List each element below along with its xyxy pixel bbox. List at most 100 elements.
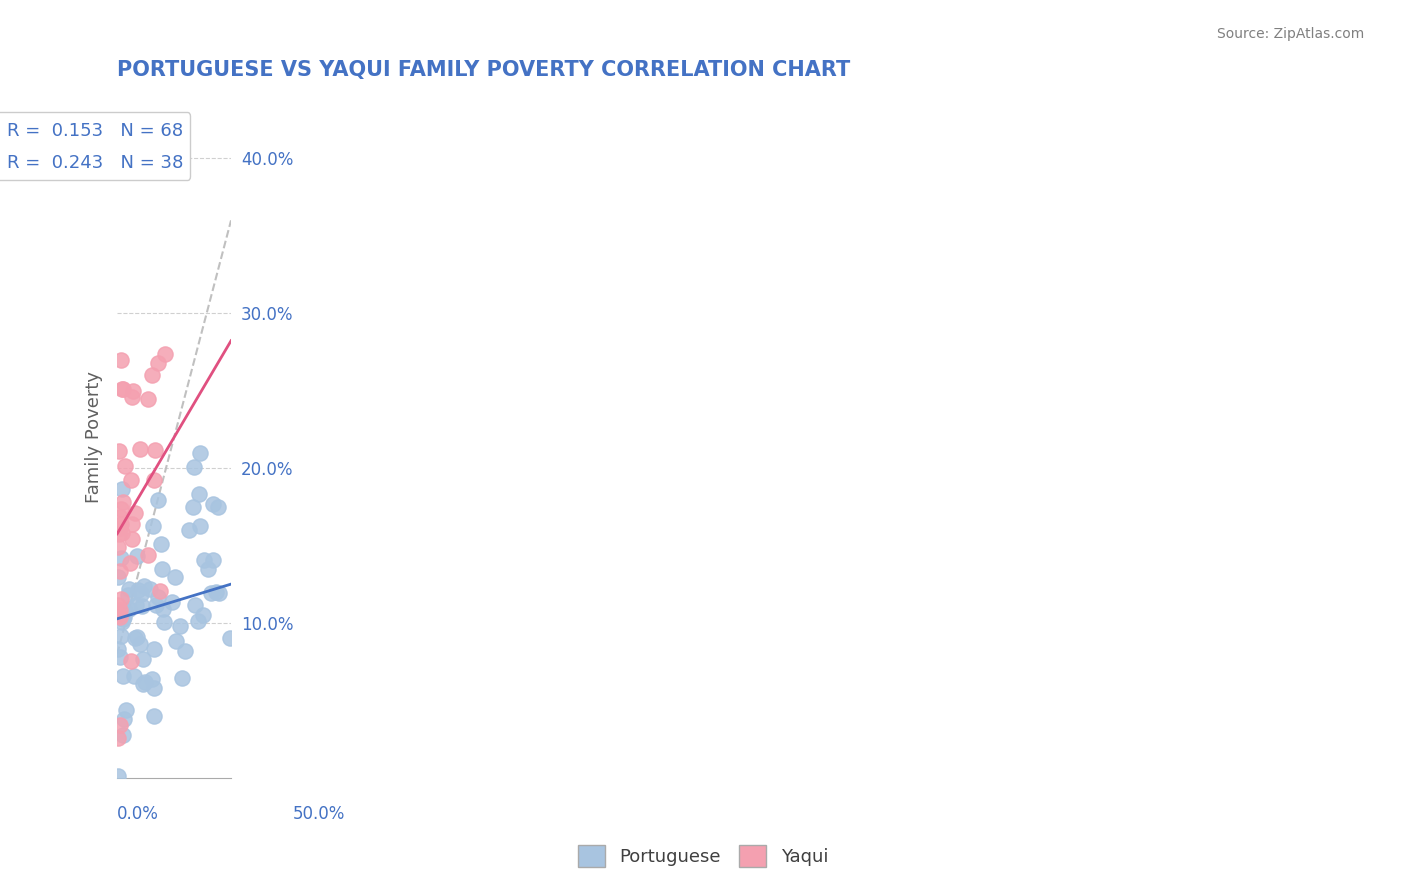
Point: [112, 494, 135, 508]
Point: [132, 579, 155, 593]
Point: [124, 598, 146, 612]
Point: [120, 654, 142, 668]
Point: [111, 615, 134, 629]
Point: [181, 500, 204, 515]
Point: [125, 549, 148, 563]
Point: [121, 390, 143, 404]
Point: [141, 672, 163, 686]
Point: [143, 473, 166, 487]
Point: [165, 570, 187, 584]
Point: [165, 634, 187, 648]
Point: [143, 642, 166, 657]
Text: Source: ZipAtlas.com: Source: ZipAtlas.com: [1216, 27, 1364, 41]
Point: [110, 517, 132, 532]
Point: [107, 642, 129, 657]
Point: [122, 384, 145, 399]
Point: [136, 392, 159, 406]
Point: [149, 584, 172, 599]
Point: [188, 487, 211, 501]
Point: [150, 537, 173, 551]
Point: [204, 585, 226, 599]
Point: [111, 382, 134, 396]
Point: [108, 649, 131, 664]
Point: [107, 608, 129, 623]
Point: [112, 612, 135, 626]
Point: [120, 556, 142, 570]
Point: [112, 712, 135, 726]
Point: [183, 460, 205, 475]
Point: [131, 652, 153, 666]
Point: [152, 602, 174, 616]
Point: [118, 582, 141, 596]
Point: [108, 444, 131, 458]
Point: [142, 681, 165, 695]
Point: [129, 587, 152, 601]
Point: [108, 510, 131, 524]
Point: [107, 598, 129, 612]
Point: [208, 586, 231, 600]
Point: [150, 562, 173, 576]
Point: [148, 356, 170, 370]
Point: [142, 709, 165, 723]
Point: [120, 473, 142, 487]
Point: [131, 677, 153, 691]
Point: [108, 610, 131, 624]
Point: [112, 610, 135, 624]
Point: [193, 553, 215, 567]
Point: [188, 446, 211, 460]
Point: [136, 548, 159, 562]
Point: [129, 637, 152, 651]
Point: [153, 347, 176, 361]
Point: [218, 631, 240, 645]
Point: [107, 769, 129, 783]
Point: [148, 591, 170, 605]
Point: [122, 668, 145, 682]
Point: [108, 718, 131, 732]
Point: [162, 595, 184, 609]
Point: [141, 368, 163, 382]
Point: [110, 501, 132, 516]
Point: [107, 541, 129, 555]
Point: [188, 519, 211, 533]
Point: [110, 353, 132, 368]
Point: [134, 675, 156, 690]
Point: [207, 500, 229, 514]
Point: [111, 669, 134, 683]
Point: [114, 458, 136, 473]
Point: [107, 569, 129, 583]
Point: [114, 604, 136, 618]
Point: [124, 506, 146, 520]
Point: [110, 629, 132, 643]
Point: [121, 516, 143, 531]
Point: [143, 443, 166, 458]
Point: [179, 523, 201, 537]
Point: [169, 618, 191, 632]
Point: [131, 599, 153, 613]
Point: [129, 442, 152, 456]
Point: [125, 630, 148, 644]
Text: PORTUGUESE VS YAQUI FAMILY POVERTY CORRELATION CHART: PORTUGUESE VS YAQUI FAMILY POVERTY CORRE…: [117, 60, 851, 79]
Legend: Portuguese, Yaqui: Portuguese, Yaqui: [571, 838, 835, 874]
Point: [107, 731, 129, 746]
Point: [124, 631, 146, 645]
Point: [121, 533, 143, 547]
Point: [191, 607, 214, 622]
Point: [152, 615, 174, 630]
Point: [197, 562, 219, 576]
Point: [110, 591, 132, 606]
Point: [108, 526, 131, 541]
Point: [127, 583, 149, 598]
Point: [148, 493, 170, 508]
Y-axis label: Family Poverty: Family Poverty: [86, 371, 103, 503]
Point: [174, 644, 197, 658]
Point: [202, 497, 225, 511]
Point: [200, 586, 222, 600]
Point: [111, 382, 134, 396]
Point: [108, 603, 131, 617]
Point: [108, 521, 131, 535]
Point: [184, 599, 207, 613]
Point: [114, 703, 136, 717]
Point: [112, 727, 135, 741]
Legend: R =  0.153   N = 68, R =  0.243   N = 38: R = 0.153 N = 68, R = 0.243 N = 38: [0, 112, 190, 180]
Point: [111, 482, 134, 496]
